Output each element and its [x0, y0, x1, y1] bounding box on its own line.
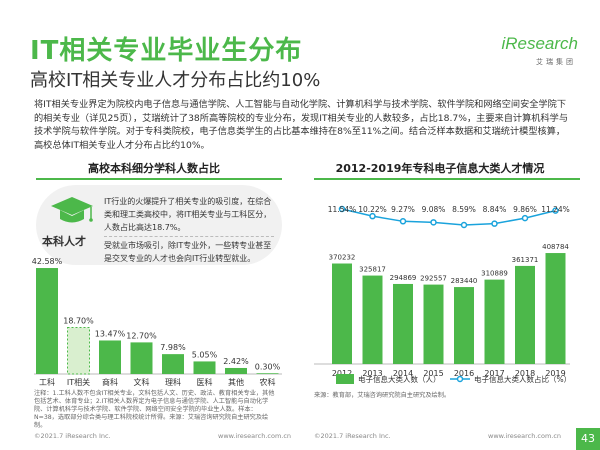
- right-source: 来源：教育部，艾瑞咨询研究院自主研究及绘制。: [314, 392, 451, 399]
- info-panel: 本科人才 IT行业的火爆提升了相关专业的吸引度，在综合类和理工类高校中，将IT相…: [36, 185, 282, 265]
- left-category-label: 其他: [228, 377, 244, 387]
- info-divider: [104, 236, 274, 237]
- right-percent-point: [460, 221, 468, 229]
- page-title: IT相关专业毕业生分布: [30, 36, 303, 66]
- logo-wordmark: iResearch: [501, 34, 578, 53]
- graduation-cap-icon: [51, 197, 93, 223]
- legend-bar-label: 电子信息大类人数（人）: [358, 374, 441, 384]
- right-bar-value-label: 408784: [542, 243, 569, 251]
- right-percent-point: [521, 214, 529, 222]
- legend-line-label: 电子信息大类人数占比（%）: [474, 374, 571, 384]
- page-number: 43: [576, 428, 600, 450]
- right-bar: [423, 284, 444, 364]
- right-year-label: 2014: [393, 369, 413, 378]
- left-category-label: 农科: [260, 377, 276, 387]
- right-percent-label: 8.84%: [483, 205, 507, 214]
- right-percent-label: 9.86%: [513, 205, 537, 214]
- right-year-label: 2015: [423, 369, 443, 378]
- right-percent-point: [552, 207, 559, 214]
- left-bar: [99, 340, 121, 374]
- left-bar: [130, 342, 153, 374]
- info-label: 本科人才: [42, 235, 86, 248]
- page-subtitle: 高校IT相关专业人才分布占比约10%: [30, 70, 321, 91]
- right-title-rule: [314, 178, 580, 180]
- right-bar: [393, 283, 413, 364]
- right-bar: [515, 265, 535, 364]
- left-bar-value-label: 18.70%: [63, 316, 94, 325]
- left-bar-value-label: 5.05%: [192, 350, 218, 359]
- right-bar-value-label: 292557: [420, 275, 447, 283]
- footer-url-left[interactable]: www.iresearch.com.cn: [218, 432, 292, 440]
- left-chart-title: 高校本科细分学科人数占比: [88, 162, 220, 175]
- right-percent-label: 11.54%: [328, 205, 357, 214]
- right-percent-point: [430, 219, 437, 226]
- right-bar-value-label: 361371: [512, 256, 539, 264]
- left-bar: [67, 326, 90, 375]
- right-bar-value-label: 325817: [359, 266, 386, 274]
- right-bar-value-label: 370232: [329, 254, 356, 262]
- right-percent-point: [369, 212, 376, 220]
- footer-url-right[interactable]: www.iresearch.com.cn: [488, 432, 562, 440]
- info-text: IT行业的火爆提升了相关专业的吸引度，在综合类和理工类高校中，将IT相关专业与工…: [104, 195, 274, 265]
- logo-subtext: 艾瑞集团: [536, 58, 576, 66]
- info-text-2: 受就业市场吸引，除IT专业外，一些转专业甚至是交叉专业的人才也会向IT行业转型就…: [104, 241, 272, 263]
- legend-bar-swatch: [336, 374, 354, 384]
- footer-copyright-right: ©2021.7 iResearch Inc.: [314, 432, 391, 440]
- right-percent-label: 9.08%: [422, 205, 446, 214]
- body-paragraph: 将IT相关专业界定为院校内电子信息与通信学院、人工智能与自动化学院、计算机科学与…: [34, 99, 569, 151]
- left-category-label: 理科: [165, 377, 181, 387]
- left-bar: [193, 361, 216, 374]
- right-year-label: 2017: [484, 369, 504, 378]
- left-bar: [162, 354, 184, 374]
- left-category-label: 文科: [134, 377, 150, 387]
- right-percent-line: [341, 208, 556, 226]
- left-bar-value-label: 7.98%: [160, 343, 186, 352]
- right-bar-value-label: 310889: [481, 270, 508, 278]
- right-percent-label: 10.22%: [358, 205, 387, 214]
- iresearch-logo: iResearch 艾瑞集团: [501, 30, 578, 74]
- right-bar-value-label: 283440: [451, 277, 478, 285]
- right-chart-title: 2012-2019年专科电子信息大类人才情况: [335, 162, 545, 175]
- right-bar: [484, 279, 505, 364]
- left-category-label: IT相关: [67, 377, 90, 387]
- right-year-label: 2018: [515, 369, 535, 378]
- right-percent-label: 8.59%: [452, 205, 476, 214]
- left-category-label: 医科: [197, 377, 213, 387]
- right-year-label: 2012: [332, 369, 352, 378]
- left-bar: [36, 268, 58, 374]
- left-footnote: 注释：1.工科人数不包含IT相关专业，文科包括人文、历史、政法、教育相关专业，其…: [34, 390, 275, 429]
- left-bar-value-label: 12.70%: [126, 331, 157, 340]
- right-year-label: 2019: [545, 369, 565, 378]
- right-bar: [332, 263, 352, 364]
- right-year-label: 2013: [362, 369, 382, 378]
- right-percent-label: 11.24%: [541, 205, 570, 214]
- info-text-1: IT行业的火爆提升了相关专业的吸引度，在综合类和理工类高校中，将IT相关专业与工…: [104, 197, 272, 232]
- right-bar-value-label: 294869: [390, 274, 417, 282]
- footer-copyright-left: ©2021.7 iResearch Inc.: [34, 432, 111, 440]
- left-bar-value-label: 0.30%: [255, 362, 281, 371]
- right-percent-point: [491, 220, 498, 227]
- left-bar: [256, 373, 279, 374]
- legend-line-marker: [456, 375, 464, 383]
- right-bar: [362, 275, 383, 364]
- right-bar: [545, 253, 566, 364]
- right-percent-point: [338, 205, 346, 213]
- right-percent-label: 9.27%: [391, 205, 415, 214]
- left-category-label: 商科: [102, 377, 118, 387]
- left-title-rule: [36, 178, 282, 180]
- left-bar-value-label: 2.42%: [223, 357, 249, 366]
- right-percent-point: [399, 218, 407, 225]
- right-bar: [454, 287, 474, 364]
- left-category-label: 工科: [39, 377, 55, 387]
- left-bar-value-label: 42.58%: [32, 257, 63, 266]
- left-bar: [225, 367, 247, 374]
- right-year-label: 2016: [454, 369, 474, 378]
- left-bar-value-label: 13.47%: [95, 329, 126, 338]
